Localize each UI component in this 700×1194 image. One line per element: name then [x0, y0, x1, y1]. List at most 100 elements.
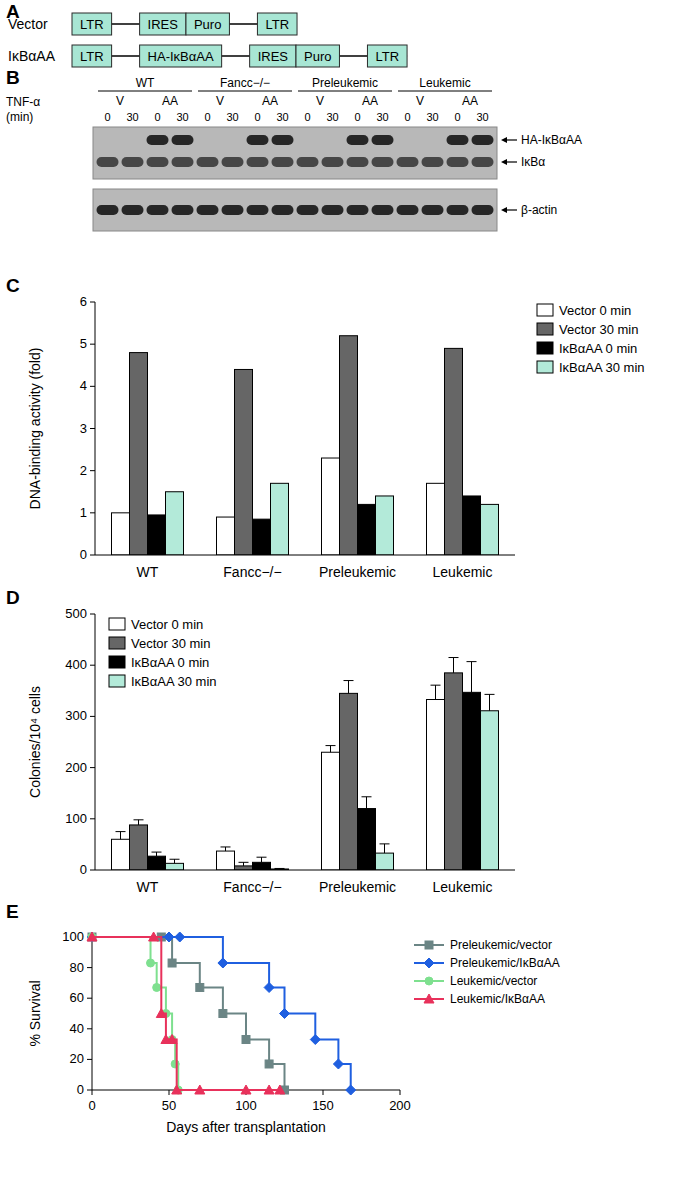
condition: V [116, 94, 124, 108]
bar [358, 504, 376, 555]
group-underline [198, 91, 292, 92]
legend-swatch [109, 637, 125, 649]
legend-marker [425, 941, 433, 949]
marker [280, 1009, 290, 1019]
band [322, 205, 344, 215]
marker [264, 982, 274, 992]
arrowhead [501, 137, 507, 143]
condition: V [316, 94, 324, 108]
time: 0 [104, 111, 110, 123]
box [250, 45, 296, 67]
band [272, 205, 294, 215]
marker [241, 1085, 251, 1094]
band [447, 135, 469, 145]
plot-area [87, 932, 356, 1095]
legend-label: Preleukemic/IκBαAA [450, 956, 560, 970]
band [372, 135, 394, 145]
y-tick [90, 716, 95, 717]
legend-marker [425, 977, 433, 985]
error-stem [225, 847, 226, 851]
y-tick-label: 100 [62, 929, 84, 944]
y-tick [87, 967, 92, 968]
y-tick-label: 0 [80, 862, 87, 877]
panel-label: D [6, 587, 20, 608]
x-tick-label: Leukemic [433, 879, 493, 895]
bar [271, 483, 289, 555]
blot-background [93, 189, 497, 231]
blot-background [93, 127, 497, 179]
marker [149, 932, 159, 941]
error-cap [449, 657, 459, 658]
element-box: Puro [296, 45, 339, 67]
error-bar [152, 852, 162, 856]
marker [168, 1036, 176, 1044]
connector [72, 55, 407, 57]
x-tick-label: Leukemic [433, 564, 493, 580]
y-tick-label: 20 [70, 1051, 84, 1066]
error-stem [174, 859, 175, 863]
band [247, 157, 269, 167]
y-tick [90, 555, 95, 556]
band [472, 205, 494, 215]
condition: V [416, 94, 424, 108]
y-tick-label: 60 [70, 990, 84, 1005]
error-stem [156, 852, 157, 856]
condition: AA [162, 94, 178, 108]
legend-marker [424, 994, 434, 1003]
y-tick [90, 818, 95, 819]
legend-label: Vector 0 min [559, 303, 631, 318]
element-label: Puro [304, 49, 331, 64]
bar [112, 513, 130, 555]
group-underline [398, 91, 492, 92]
bar [148, 515, 166, 555]
blot [93, 189, 497, 231]
band [222, 157, 244, 167]
error-bar [362, 797, 372, 809]
band [347, 157, 369, 167]
legend-label: IκBαAA 30 min [131, 674, 217, 689]
marker [242, 1036, 250, 1044]
panel-label: E [6, 901, 19, 922]
x-tick-label: 50 [162, 1098, 176, 1113]
band [422, 205, 444, 215]
x-tick-label: 150 [312, 1098, 334, 1113]
condition: AA [462, 94, 478, 108]
y-tick [90, 344, 95, 345]
error-bar [344, 681, 354, 694]
element-box: Puro [186, 13, 229, 35]
band [147, 157, 169, 167]
time: 30 [476, 111, 488, 123]
treatment: TNF-α [6, 95, 40, 109]
band [472, 135, 494, 145]
legend: Vector 0 minVector 30 minIκBαAA 0 minIκB… [109, 617, 217, 689]
y-axis-label: Colonies/10⁴ cells [27, 686, 43, 798]
error-stem [435, 685, 436, 699]
y-tick-label: 5 [80, 336, 87, 351]
panel-label: B [6, 67, 20, 88]
band [272, 157, 294, 167]
y-tick-label: 400 [65, 657, 87, 672]
bar [130, 353, 148, 555]
marker [88, 933, 96, 941]
bar [445, 673, 463, 870]
error-bar [134, 820, 144, 825]
y-tick-label: 4 [80, 378, 87, 393]
panel-label: C [6, 275, 20, 296]
box [72, 45, 112, 67]
time: 0 [204, 111, 210, 123]
band [372, 205, 394, 215]
bar [427, 700, 445, 870]
band [347, 205, 369, 215]
marker [264, 1085, 274, 1094]
x-tick [323, 1090, 324, 1095]
x-tick-label: 200 [389, 1098, 411, 1113]
time: 30 [226, 111, 238, 123]
bar [235, 369, 253, 555]
time: 0 [154, 111, 160, 123]
x-tick-label: WT [137, 564, 159, 580]
band [122, 157, 144, 167]
element-label: HA-IκBαAA [148, 49, 214, 64]
marker [164, 932, 174, 942]
error-cap [467, 661, 477, 662]
bar [322, 752, 340, 870]
